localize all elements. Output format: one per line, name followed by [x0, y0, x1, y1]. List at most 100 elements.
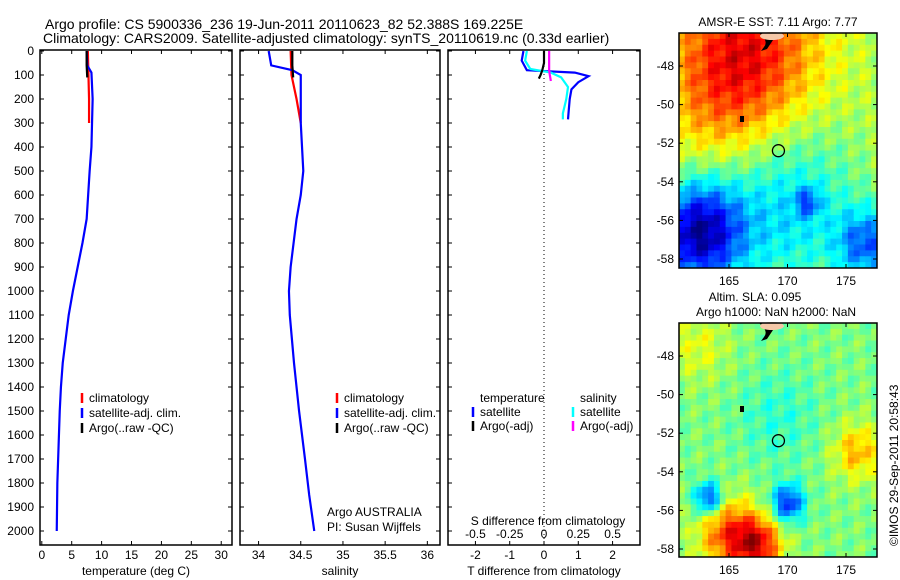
map-ytick-label: -52 — [657, 426, 675, 440]
map-cell — [778, 162, 785, 169]
map-cell — [824, 539, 831, 546]
map-cell — [748, 168, 756, 175]
map-cell — [696, 463, 703, 470]
map-cell — [754, 232, 762, 240]
map-cell — [708, 103, 715, 110]
map-cell — [772, 156, 779, 163]
map-cell — [679, 457, 686, 464]
map-cell — [859, 545, 866, 552]
map-cell — [760, 457, 767, 464]
map-cell — [807, 486, 814, 494]
map-cell — [754, 434, 762, 441]
map-cell — [684, 492, 692, 499]
map-cell — [713, 174, 721, 181]
map-cell — [789, 498, 796, 505]
map-cell — [760, 463, 767, 470]
xtick-label: 2 — [609, 548, 616, 562]
map-cell — [778, 197, 785, 204]
map-cell — [871, 68, 878, 75]
map-cell — [725, 375, 732, 382]
map-cell — [760, 162, 767, 169]
map-cell — [708, 516, 715, 523]
map-cell — [731, 33, 738, 40]
map-cell — [812, 232, 820, 240]
map-cell — [795, 375, 802, 382]
map-cell — [842, 209, 849, 216]
map-cell — [684, 422, 692, 429]
map-cell — [690, 440, 697, 447]
map-cell — [719, 475, 727, 482]
map-cell — [754, 381, 762, 388]
map-cell — [748, 457, 756, 464]
map-cell — [743, 399, 750, 406]
map-cell — [684, 545, 692, 552]
ytick-label: 1100 — [8, 308, 34, 322]
map-cell — [801, 410, 808, 418]
map-cell — [871, 445, 878, 453]
map-cell — [696, 387, 703, 394]
map-cell — [743, 156, 750, 163]
map-cell — [702, 422, 709, 429]
map-cell — [836, 203, 843, 210]
map-cell — [818, 144, 826, 151]
map-cell — [731, 428, 738, 435]
map-cell — [737, 393, 744, 400]
map-cell — [748, 74, 756, 81]
map-cell — [842, 521, 849, 529]
map-cell — [760, 440, 767, 447]
map-cell — [760, 138, 767, 146]
map-cell — [847, 410, 855, 418]
map-cell — [830, 56, 837, 63]
ytick-label: 900 — [14, 260, 34, 274]
ytick-label: 1200 — [7, 332, 34, 346]
map-cell — [865, 138, 872, 146]
map-cell — [847, 262, 855, 269]
map-cell — [847, 428, 855, 435]
map-cell — [807, 33, 814, 40]
map-cell — [859, 363, 866, 371]
map-cell — [865, 127, 872, 134]
map-cell — [818, 103, 826, 110]
map-cell — [719, 399, 727, 406]
map-cell — [760, 144, 767, 151]
map-cell — [772, 387, 779, 394]
ytick-label: 1700 — [7, 452, 34, 466]
map-cell — [853, 440, 861, 447]
map-cell — [708, 527, 715, 535]
map-cell — [871, 328, 878, 336]
map-cell — [737, 504, 744, 511]
map-cell — [865, 80, 872, 87]
map-cell — [871, 521, 878, 529]
map-cell — [853, 244, 861, 251]
map-cell — [836, 209, 843, 216]
map-cell — [708, 209, 715, 216]
map-cell — [853, 545, 861, 552]
map-cell — [871, 156, 878, 163]
map-cell — [760, 381, 767, 388]
legend-label: climatology — [89, 391, 149, 405]
map-cell — [830, 44, 837, 52]
map-cell — [818, 533, 826, 540]
map-cell — [737, 480, 744, 488]
map-cell — [743, 85, 750, 93]
map-cell — [801, 498, 808, 505]
map-cell — [842, 539, 849, 546]
map-cell — [824, 174, 831, 181]
map-cell — [836, 340, 843, 347]
map-cell — [789, 340, 796, 347]
land-new-zealand — [760, 322, 784, 330]
map-cell — [836, 44, 843, 52]
map-cell — [772, 115, 779, 122]
map-cell — [748, 521, 756, 529]
map-cell — [760, 38, 767, 46]
map-cell — [859, 334, 866, 342]
map-cell — [690, 156, 697, 163]
map-cell — [748, 445, 756, 453]
map-cell — [713, 510, 721, 517]
map-cell — [842, 352, 849, 359]
map-cell — [871, 80, 878, 87]
map-cell — [690, 469, 697, 476]
map-cell — [754, 328, 762, 336]
map-cell — [719, 256, 727, 263]
